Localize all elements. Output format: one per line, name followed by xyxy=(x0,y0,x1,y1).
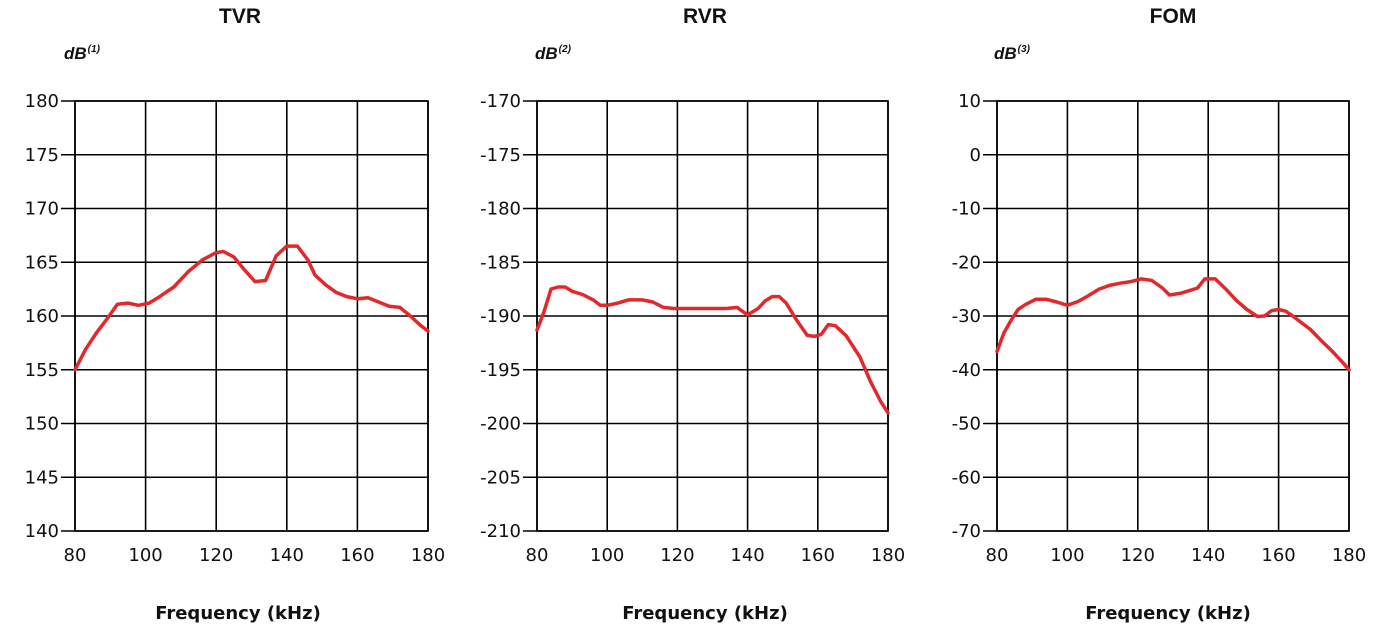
x-tick-label: 140 xyxy=(1191,545,1225,566)
y-tick-label: 140 xyxy=(25,521,59,542)
y-axis-unit: dB(3) xyxy=(994,44,1030,63)
x-tick-label: 80 xyxy=(526,545,549,566)
x-axis-label: Frequency (kHz) xyxy=(155,603,321,624)
y-tick-label: -70 xyxy=(952,521,981,542)
tvr-plot-svg: 80 100 120 140 160 180 180 175 170 165 160 155 150 14… xyxy=(25,91,446,566)
chart-title: TVR xyxy=(219,5,261,28)
x-axis-label: Frequency (kHz) xyxy=(622,603,788,624)
y-tick-label: -185 xyxy=(480,252,521,273)
y-tick-label: 10 xyxy=(958,91,981,112)
rvr-series-line xyxy=(535,285,890,415)
y-tick-label: 175 xyxy=(25,145,59,166)
y-tick-label: -195 xyxy=(480,360,521,381)
y-tick-label: -10 xyxy=(952,199,981,220)
y-tick-label: 0 xyxy=(970,145,981,166)
plot-frame xyxy=(74,100,429,532)
y-tick-label: 170 xyxy=(25,199,59,220)
x-tick-label: 100 xyxy=(128,545,162,566)
y-tick-label: -60 xyxy=(952,467,981,488)
x-tick-label: 120 xyxy=(1121,545,1155,566)
y-tick-label: -205 xyxy=(480,467,521,488)
x-tick-label: 160 xyxy=(340,545,374,566)
rvr-plot-svg: 80 100 120 140 160 180 -170 -175 -180 -185 -190 -19… xyxy=(480,91,905,566)
y-tick-label: 180 xyxy=(25,91,59,112)
x-tick-label: 80 xyxy=(64,545,87,566)
x-tick-label: 160 xyxy=(801,545,835,566)
y-tick-label: 150 xyxy=(25,414,59,435)
y-tick-label: 155 xyxy=(25,360,59,381)
x-tick-label: 80 xyxy=(986,545,1009,566)
x-tick-label: 120 xyxy=(660,545,694,566)
x-tick-label: 180 xyxy=(1332,545,1366,566)
y-tick-label: 145 xyxy=(25,467,59,488)
y-tick-label: 165 xyxy=(25,252,59,273)
y-tick-label: -175 xyxy=(480,145,521,166)
x-tick-label: 180 xyxy=(411,545,445,566)
y-tick-label: -170 xyxy=(480,91,521,112)
x-tick-label: 140 xyxy=(270,545,304,566)
plot-frame xyxy=(996,100,1350,532)
y-tick-label: -40 xyxy=(952,360,981,381)
y-tick-label: -210 xyxy=(480,521,521,542)
x-tick-label: 160 xyxy=(1261,545,1295,566)
tvr-series-line xyxy=(73,244,430,372)
y-tick-label: -20 xyxy=(952,252,981,273)
x-tick-label: 140 xyxy=(730,545,764,566)
chart-title: RVR xyxy=(683,5,727,28)
x-tick-label: 100 xyxy=(590,545,624,566)
y-axis-unit: dB(1) xyxy=(64,44,100,63)
y-tick-label: -200 xyxy=(480,414,521,435)
y-tick-label: -50 xyxy=(952,414,981,435)
chart-title: FOM xyxy=(1149,5,1197,28)
y-tick-label: -190 xyxy=(480,306,521,327)
x-axis-label: Frequency (kHz) xyxy=(1085,603,1251,624)
fom-series-line xyxy=(995,277,1351,372)
y-tick-label: -180 xyxy=(480,199,521,220)
x-tick-label: 100 xyxy=(1050,545,1084,566)
y-tick-label: -30 xyxy=(952,306,981,327)
x-tick-label: 180 xyxy=(871,545,905,566)
y-axis-unit: dB(2) xyxy=(535,44,571,63)
plot-frame xyxy=(536,100,889,532)
y-tick-label: 160 xyxy=(25,306,59,327)
x-tick-label: 120 xyxy=(199,545,233,566)
